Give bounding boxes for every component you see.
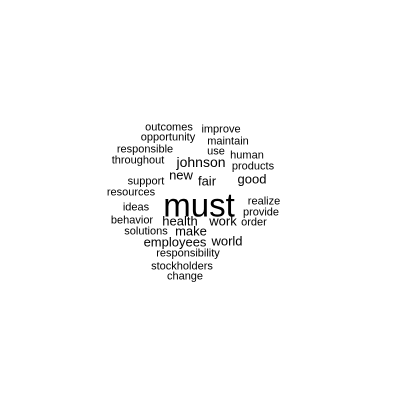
- word-change: change: [166, 270, 204, 283]
- word-world: world: [211, 233, 243, 249]
- word-solutions: solutions: [124, 225, 168, 238]
- word-realize: realize: [247, 195, 281, 208]
- word-behavior: behavior: [110, 214, 154, 227]
- word-resources: resources: [106, 186, 156, 199]
- word-new: new: [169, 167, 193, 183]
- word-maintain: maintain: [207, 135, 249, 148]
- word-work: work: [209, 213, 237, 229]
- word-make: make: [175, 223, 207, 239]
- word-improve: improve: [201, 123, 241, 136]
- word-throughout: throughout: [111, 154, 165, 167]
- word-order: order: [241, 216, 267, 229]
- word-stockholders: stockholders: [151, 260, 213, 273]
- word-opportunity: opportunity: [140, 131, 196, 144]
- word-provide: provide: [242, 206, 280, 219]
- word-outcomes: outcomes: [145, 121, 193, 134]
- word-responsibility: responsibility: [156, 247, 220, 260]
- word-fair: fair: [197, 173, 217, 189]
- word-employees: employees: [143, 234, 207, 250]
- word-human: human: [230, 149, 264, 162]
- word-johnson: johnson: [176, 154, 226, 170]
- word-good: good: [237, 171, 267, 187]
- word-responsible: responsible: [116, 143, 174, 156]
- word-support: support: [127, 175, 165, 188]
- word-use: use: [207, 145, 225, 158]
- word-health: health: [162, 213, 198, 229]
- word-must: must: [163, 186, 235, 224]
- word-products: products: [231, 160, 275, 173]
- word-ideas: ideas: [122, 201, 150, 214]
